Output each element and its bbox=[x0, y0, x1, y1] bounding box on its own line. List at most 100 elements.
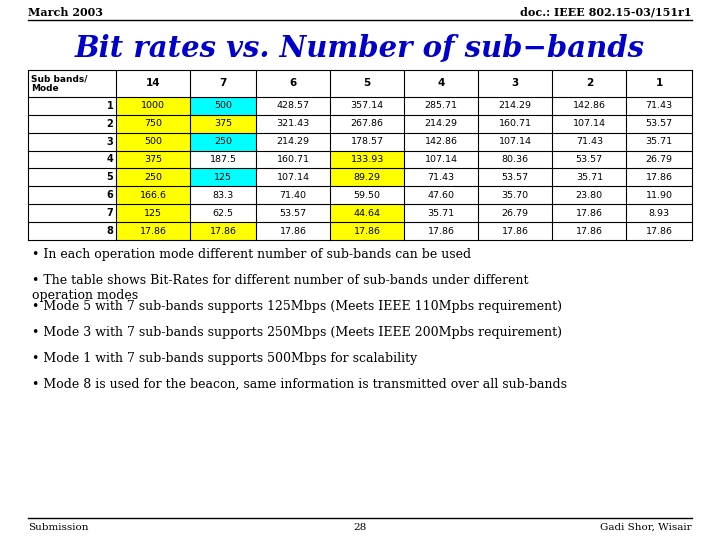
Text: 4: 4 bbox=[107, 154, 113, 165]
Text: 375: 375 bbox=[144, 155, 163, 164]
Bar bbox=[330, 168, 404, 186]
Text: 4: 4 bbox=[438, 78, 445, 89]
Text: 17.86: 17.86 bbox=[576, 208, 603, 218]
Text: 53.57: 53.57 bbox=[502, 173, 528, 182]
Text: 250: 250 bbox=[145, 173, 163, 182]
Text: 166.6: 166.6 bbox=[140, 191, 167, 200]
Text: 750: 750 bbox=[145, 119, 163, 128]
Text: 17.86: 17.86 bbox=[210, 227, 237, 235]
Text: 107.14: 107.14 bbox=[499, 137, 532, 146]
Text: 17.86: 17.86 bbox=[428, 227, 455, 235]
Text: 23.80: 23.80 bbox=[576, 191, 603, 200]
Text: Gadi Shor, Wisair: Gadi Shor, Wisair bbox=[600, 523, 692, 531]
Text: 17.86: 17.86 bbox=[502, 227, 528, 235]
Bar bbox=[28, 70, 692, 240]
Text: 80.36: 80.36 bbox=[502, 155, 528, 164]
Text: Sub bands/: Sub bands/ bbox=[31, 75, 88, 84]
Text: • The table shows Bit-Rates for different number of sub-bands under different
op: • The table shows Bit-Rates for differen… bbox=[32, 274, 528, 302]
Text: • Mode 5 with 7 sub-bands supports 125Mbps (Meets IEEE 110Mpbs requirement): • Mode 5 with 7 sub-bands supports 125Mb… bbox=[32, 300, 562, 313]
Text: 125: 125 bbox=[215, 173, 233, 182]
Text: 8: 8 bbox=[107, 226, 113, 236]
Text: Submission: Submission bbox=[28, 523, 89, 531]
Bar bbox=[117, 133, 190, 151]
Text: 8.93: 8.93 bbox=[649, 208, 670, 218]
Text: 6: 6 bbox=[107, 190, 113, 200]
Text: 107.14: 107.14 bbox=[573, 119, 606, 128]
Bar bbox=[190, 133, 256, 151]
Text: 267.86: 267.86 bbox=[351, 119, 384, 128]
Text: 71.43: 71.43 bbox=[576, 137, 603, 146]
Bar bbox=[190, 168, 256, 186]
Text: 71.40: 71.40 bbox=[279, 191, 307, 200]
Text: 5: 5 bbox=[107, 172, 113, 183]
Text: 17.86: 17.86 bbox=[576, 227, 603, 235]
Text: 1: 1 bbox=[655, 78, 663, 89]
Text: • Mode 8 is used for the beacon, same information is transmitted over all sub-ba: • Mode 8 is used for the beacon, same in… bbox=[32, 378, 567, 391]
Bar bbox=[330, 222, 404, 240]
Text: 5: 5 bbox=[364, 78, 371, 89]
Text: 1000: 1000 bbox=[141, 102, 166, 110]
Text: 47.60: 47.60 bbox=[428, 191, 455, 200]
Text: 3: 3 bbox=[512, 78, 519, 89]
Text: 7: 7 bbox=[220, 78, 227, 89]
Bar bbox=[117, 97, 190, 114]
Text: 59.50: 59.50 bbox=[354, 191, 381, 200]
Text: 2: 2 bbox=[107, 119, 113, 129]
Text: 28: 28 bbox=[354, 523, 366, 531]
Text: 17.86: 17.86 bbox=[140, 227, 167, 235]
Text: • Mode 3 with 7 sub-bands supports 250Mbps (Meets IEEE 200Mpbs requirement): • Mode 3 with 7 sub-bands supports 250Mb… bbox=[32, 326, 562, 339]
Text: 160.71: 160.71 bbox=[499, 119, 532, 128]
Text: 71.43: 71.43 bbox=[646, 102, 672, 110]
Text: 1: 1 bbox=[107, 101, 113, 111]
Text: 375: 375 bbox=[214, 119, 233, 128]
Text: 357.14: 357.14 bbox=[351, 102, 384, 110]
Bar bbox=[190, 114, 256, 133]
Text: 160.71: 160.71 bbox=[276, 155, 310, 164]
Text: 35.71: 35.71 bbox=[576, 173, 603, 182]
Text: 53.57: 53.57 bbox=[279, 208, 307, 218]
Text: 214.29: 214.29 bbox=[425, 119, 458, 128]
Text: 214.29: 214.29 bbox=[276, 137, 310, 146]
Text: 214.29: 214.29 bbox=[499, 102, 532, 110]
Text: 250: 250 bbox=[215, 137, 233, 146]
Text: 62.5: 62.5 bbox=[212, 208, 234, 218]
Text: 500: 500 bbox=[145, 137, 163, 146]
Text: 3: 3 bbox=[107, 137, 113, 146]
Bar bbox=[330, 204, 404, 222]
Text: 35.71: 35.71 bbox=[428, 208, 455, 218]
Bar bbox=[190, 97, 256, 114]
Text: 6: 6 bbox=[289, 78, 297, 89]
Text: 107.14: 107.14 bbox=[425, 155, 458, 164]
Text: 14: 14 bbox=[146, 78, 161, 89]
Text: 321.43: 321.43 bbox=[276, 119, 310, 128]
Text: 142.86: 142.86 bbox=[573, 102, 606, 110]
Text: 285.71: 285.71 bbox=[425, 102, 458, 110]
Text: 26.79: 26.79 bbox=[646, 155, 672, 164]
Text: 133.93: 133.93 bbox=[351, 155, 384, 164]
Bar bbox=[117, 186, 190, 204]
Bar bbox=[117, 114, 190, 133]
Text: • In each operation mode different number of sub-bands can be used: • In each operation mode different numbe… bbox=[32, 248, 471, 261]
Text: Mode: Mode bbox=[31, 84, 58, 93]
Text: doc.: IEEE 802.15-03/151r1: doc.: IEEE 802.15-03/151r1 bbox=[521, 6, 692, 17]
Text: 35.70: 35.70 bbox=[502, 191, 528, 200]
Text: 35.71: 35.71 bbox=[646, 137, 672, 146]
Text: 83.3: 83.3 bbox=[212, 191, 234, 200]
Text: • Mode 1 with 7 sub-bands supports 500Mbps for scalability: • Mode 1 with 7 sub-bands supports 500Mb… bbox=[32, 352, 418, 365]
Text: 7: 7 bbox=[107, 208, 113, 218]
Bar bbox=[117, 168, 190, 186]
Text: 17.86: 17.86 bbox=[354, 227, 381, 235]
Text: 107.14: 107.14 bbox=[276, 173, 310, 182]
Text: 26.79: 26.79 bbox=[502, 208, 528, 218]
Text: March 2003: March 2003 bbox=[28, 6, 103, 17]
Bar bbox=[190, 222, 256, 240]
Text: 500: 500 bbox=[215, 102, 233, 110]
Text: 17.86: 17.86 bbox=[646, 173, 672, 182]
Text: 2: 2 bbox=[585, 78, 593, 89]
Text: Bit rates vs. Number of sub−bands: Bit rates vs. Number of sub−bands bbox=[75, 33, 645, 63]
Bar bbox=[330, 151, 404, 168]
Text: 142.86: 142.86 bbox=[425, 137, 458, 146]
Bar bbox=[117, 222, 190, 240]
Text: 187.5: 187.5 bbox=[210, 155, 237, 164]
Bar bbox=[117, 204, 190, 222]
